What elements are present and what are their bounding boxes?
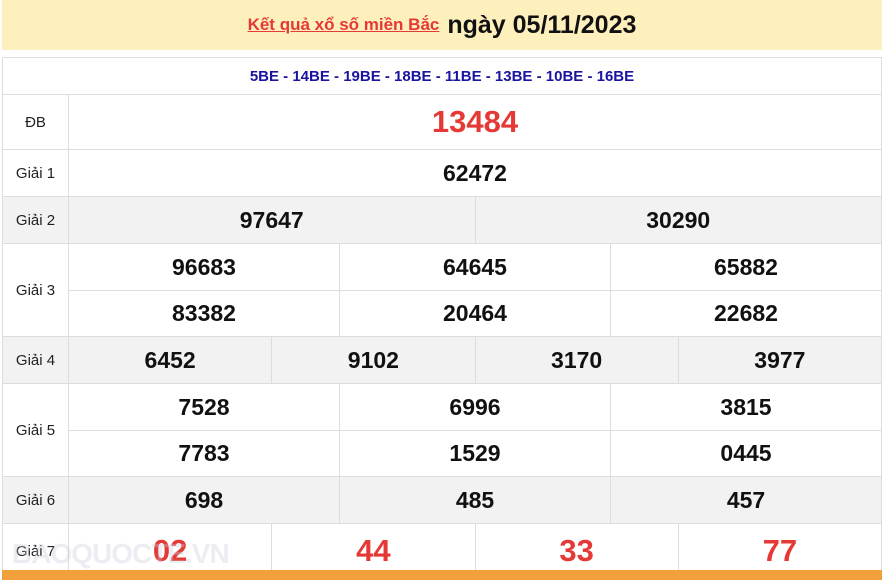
- prize-number: 1529: [339, 431, 610, 476]
- prize-number: 83382: [172, 300, 236, 326]
- prize-number: 485: [339, 477, 610, 523]
- prize-number: 65882: [610, 244, 881, 290]
- prize-label: ĐB: [3, 95, 69, 149]
- prize-number: 44: [271, 524, 474, 578]
- prize-label: Giải 1: [3, 150, 69, 196]
- prize-row: Giải 4 6452 9102 3170 3977: [3, 337, 881, 384]
- prize-row: Giải 3 96683 64645 65882 83382 20464 22682: [3, 244, 881, 337]
- prize-number: 64645: [339, 244, 610, 290]
- watermark: BAOQUOCTE.VN: [12, 538, 230, 569]
- prize-number: 9102: [271, 337, 474, 383]
- results-table: 5BE - 14BE - 19BE - 18BE - 11BE - 13BE -…: [2, 57, 882, 579]
- prize-number: 6996: [339, 384, 610, 430]
- prize-number: 97647: [239, 206, 304, 233]
- prize-number: 20464: [339, 291, 610, 336]
- prize-number: 33: [474, 524, 678, 578]
- prize-number: 3170: [474, 337, 678, 383]
- prize-row: Giải 2 97647 30290: [3, 197, 881, 244]
- prize-row: Giải 5 7528 6996 3815 7783 1529 0445: [3, 384, 881, 477]
- prize-row: ĐB 13484: [3, 95, 881, 150]
- prize-number: 0445: [610, 431, 881, 476]
- draw-date: ngày 05/11/2023: [447, 10, 637, 39]
- prize-number: 13484: [431, 104, 519, 139]
- prize-label: Giải 3: [3, 244, 69, 336]
- prize-number: 62472: [443, 159, 507, 186]
- prize-row: Giải 1 62472: [3, 150, 881, 197]
- footer-bar: [2, 570, 882, 580]
- prize-number: 457: [610, 477, 881, 523]
- prize-number: 3977: [677, 337, 881, 383]
- prize-number: 22682: [610, 291, 881, 336]
- prize-row: Giải 6 698 485 457: [3, 477, 881, 524]
- prize-label: Giải 5: [3, 384, 69, 476]
- draw-codes: 5BE - 14BE - 19BE - 18BE - 11BE - 13BE -…: [3, 58, 881, 95]
- prize-number: 7783: [178, 440, 230, 466]
- prize-label: Giải 2: [3, 197, 69, 243]
- prize-label: Giải 4: [3, 337, 69, 383]
- prize-label: Giải 7: [3, 524, 69, 578]
- page-header: Kết quả xổ số miền Bắc ngày 05/11/2023: [2, 0, 882, 50]
- prize-number: 7528: [178, 393, 230, 420]
- results-link[interactable]: Kết quả xổ số miền Bắc: [247, 15, 440, 34]
- prize-number: 6452: [144, 346, 196, 373]
- prize-number: 3815: [610, 384, 881, 430]
- prize-number: 30290: [474, 197, 882, 243]
- prize-number: 96683: [172, 253, 236, 280]
- prize-number: 698: [184, 486, 224, 513]
- prize-number: 77: [677, 524, 881, 578]
- prize-label: Giải 6: [3, 477, 69, 523]
- prize-number: 02: [152, 533, 188, 568]
